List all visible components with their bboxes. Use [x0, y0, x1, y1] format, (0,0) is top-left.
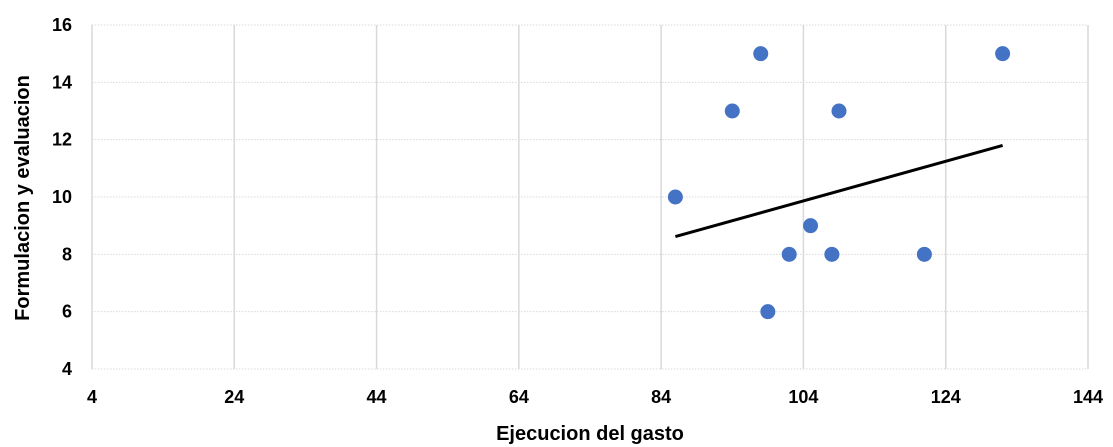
x-tick-label: 124 — [931, 387, 961, 407]
grid-lines — [91, 24, 1089, 370]
y-tick-label: 10 — [52, 187, 72, 207]
trendline — [674, 143, 1004, 239]
y-tick-label: 8 — [62, 244, 72, 264]
trendline-layer — [674, 143, 1004, 239]
data-point — [753, 46, 769, 62]
x-axis-title: Ejecucion del gasto — [496, 423, 684, 445]
data-point — [824, 246, 840, 262]
y-tick-label: 16 — [52, 15, 72, 35]
y-axis-ticks: 4 6 8 10 12 14 16 — [52, 15, 72, 379]
x-tick-label: 4 — [87, 387, 97, 407]
data-point — [781, 246, 797, 262]
y-axis-title: Formulacion y evaluacion — [12, 75, 34, 321]
x-tick-label: 24 — [224, 387, 244, 407]
y-tick-label: 12 — [52, 130, 72, 150]
x-tick-label: 144 — [1073, 387, 1103, 407]
x-tick-label: 44 — [367, 387, 387, 407]
data-point — [831, 103, 847, 119]
x-tick-label: 104 — [788, 387, 818, 407]
data-point — [724, 103, 740, 119]
y-tick-label: 14 — [52, 72, 72, 92]
x-axis-ticks: 4 24 44 64 84 104 124 144 — [87, 387, 1103, 407]
y-tick-label: 4 — [62, 359, 72, 379]
data-point — [760, 304, 776, 320]
data-point — [995, 46, 1011, 62]
data-point — [803, 218, 819, 234]
x-tick-label: 84 — [651, 387, 671, 407]
data-point — [916, 246, 932, 262]
data-points — [667, 46, 1011, 320]
data-point — [667, 189, 683, 205]
x-tick-label: 64 — [509, 387, 529, 407]
y-tick-label: 6 — [62, 302, 72, 322]
